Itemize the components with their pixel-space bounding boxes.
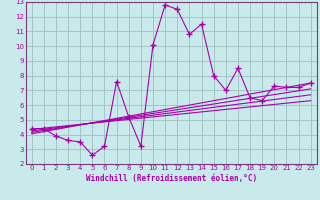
X-axis label: Windchill (Refroidissement éolien,°C): Windchill (Refroidissement éolien,°C) <box>86 174 257 183</box>
